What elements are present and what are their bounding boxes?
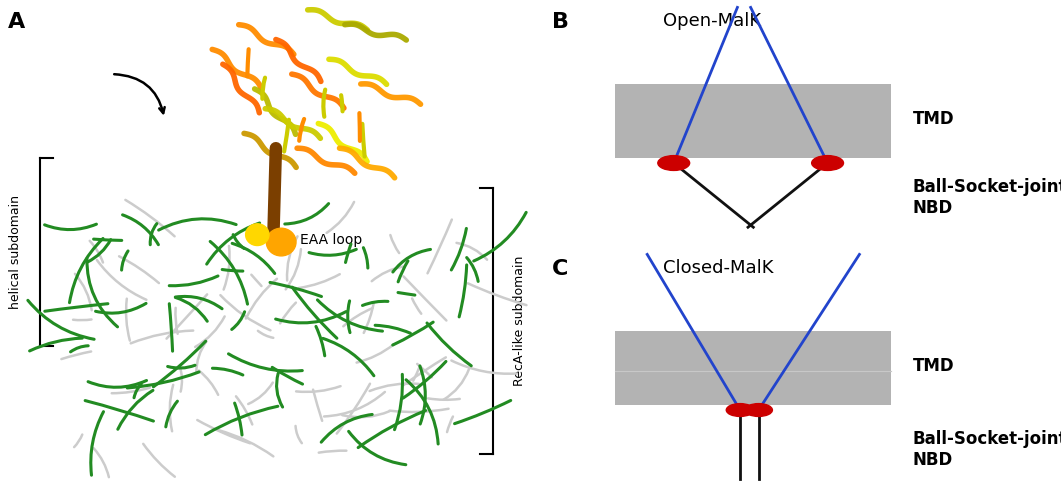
Text: helical subdomain: helical subdomain [10, 195, 22, 309]
Bar [615, 331, 891, 405]
Circle shape [812, 156, 843, 170]
Text: TMD: TMD [912, 110, 954, 127]
Text: C: C [552, 259, 568, 279]
Bar [615, 84, 891, 158]
Circle shape [266, 228, 296, 256]
Circle shape [745, 404, 772, 416]
Circle shape [246, 224, 269, 246]
Text: B: B [552, 12, 569, 32]
Text: RecA-like subdomain: RecA-like subdomain [514, 256, 526, 386]
Text: Ball-Socket-joint
NBD: Ball-Socket-joint NBD [912, 178, 1061, 217]
Text: A: A [8, 12, 25, 32]
Circle shape [726, 404, 753, 416]
Text: Closed-MalK: Closed-MalK [663, 259, 773, 277]
Circle shape [658, 156, 690, 170]
Text: EAA loop: EAA loop [300, 233, 362, 247]
Text: Ball-Socket-joint
NBD: Ball-Socket-joint NBD [912, 430, 1061, 469]
Text: TMD: TMD [912, 357, 954, 374]
Text: Open-MalK: Open-MalK [663, 12, 761, 30]
